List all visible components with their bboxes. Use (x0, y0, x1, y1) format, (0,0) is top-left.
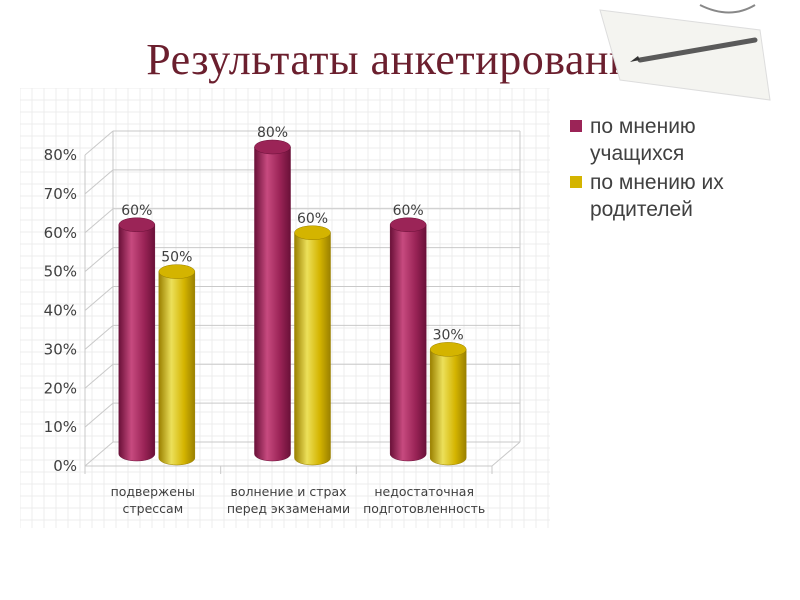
bar-cylinder (294, 232, 331, 466)
data-label: 60% (393, 203, 424, 219)
legend-label-parents-1: по мнению их (590, 171, 724, 194)
y-tick-label: 80% (44, 146, 77, 164)
bar-chart: 0% 10% 20% 30% 40% 50% 60% 70% 80% 60% 50% 80% 60% 60… (20, 88, 550, 528)
data-label: 80% (257, 125, 288, 141)
axis-floor-right (491, 441, 521, 467)
x-category-label: недостаточная (374, 484, 474, 499)
chart-legend: по мнению учащихся по мнению их родителе… (570, 113, 780, 225)
y-tick-label: 0% (53, 457, 77, 475)
bar-cylinder-top (118, 217, 156, 232)
gridline-depth (84, 130, 114, 156)
bar-cylinder-top (294, 225, 331, 240)
x-category-label: стрессам (123, 501, 184, 516)
legend-swatch-students (570, 120, 582, 132)
data-label: 60% (297, 211, 328, 227)
bar-cylinder (429, 349, 467, 466)
bar-cylinder-top (389, 217, 427, 232)
y-tick-label: 10% (44, 418, 77, 436)
bar-cylinder (158, 271, 196, 466)
y-tick-label: 20% (44, 379, 77, 397)
gridline-depth (84, 286, 114, 311)
data-label: 60% (121, 203, 152, 219)
x-category-label: подвержены (111, 484, 195, 499)
slide-title: Результаты анкетирования (146, 35, 654, 84)
data-label: 50% (161, 250, 192, 266)
gridline-depth (84, 208, 114, 234)
gridline-depth (84, 402, 114, 428)
bar-cylinder-top (254, 139, 291, 155)
y-tick-label: 70% (44, 185, 77, 203)
gridline-depth (84, 441, 114, 467)
bar-cylinder (389, 224, 427, 462)
gridline-depth (84, 169, 114, 195)
bar-cylinder-top (429, 342, 467, 357)
bar-cylinder (118, 224, 156, 462)
legend-label-parents-2: родителей (590, 198, 693, 221)
legend-label-students-2: учащихся (590, 142, 685, 165)
y-tick-label: 50% (44, 263, 77, 281)
bar-cylinder-top (158, 264, 196, 279)
legend-swatch-parents (570, 176, 582, 188)
chart-area: 0% 10% 20% 30% 40% 50% 60% 70% 80% 60% 50% 80% 60% 60… (20, 88, 790, 588)
gridline-depth (84, 324, 114, 350)
x-category-label: подготовленность (363, 501, 485, 516)
y-tick-label: 40% (44, 302, 77, 320)
y-tick-label: 60% (44, 224, 77, 242)
pencil-decoration-icon (599, 4, 771, 101)
data-label: 30% (433, 327, 464, 343)
gridline-depth (84, 363, 114, 389)
legend-item-students: по мнению учащихся (570, 113, 780, 167)
bar-cylinder (254, 146, 291, 462)
x-category-label: перед экзаменами (227, 501, 350, 516)
legend-item-parents: по мнению их родителей (570, 169, 780, 223)
x-category-label: волнение и страх (230, 484, 346, 499)
legend-label-students-1: по мнению (590, 115, 696, 138)
y-tick-label: 30% (44, 340, 77, 358)
gridline-depth (84, 247, 114, 273)
